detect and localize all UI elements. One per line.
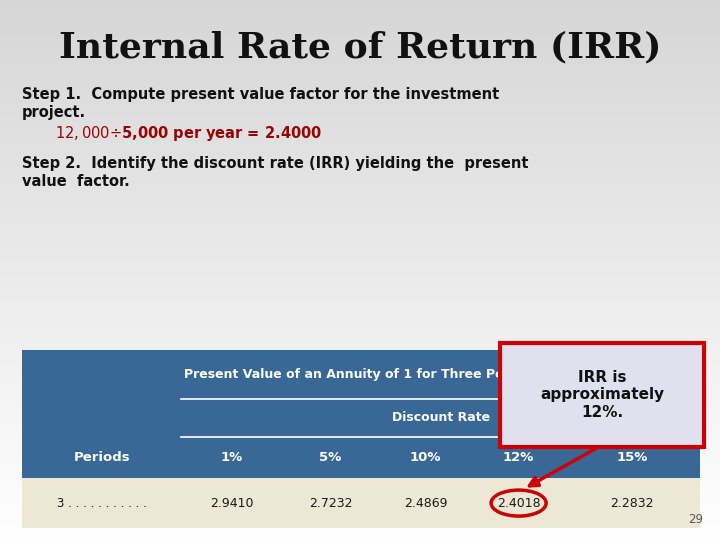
Text: 2.4018: 2.4018 <box>497 497 541 510</box>
Text: IRR is
approximately
12%.: IRR is approximately 12%. <box>540 370 664 420</box>
Text: 12%: 12% <box>503 451 534 464</box>
Text: Step 2.  Identify the discount rate (IRR) yielding the  present: Step 2. Identify the discount rate (IRR)… <box>22 156 528 171</box>
Text: Periods: Periods <box>73 451 130 464</box>
Bar <box>22 350 700 478</box>
FancyBboxPatch shape <box>500 343 704 447</box>
Text: 5%: 5% <box>320 451 341 464</box>
Text: 2.2832: 2.2832 <box>611 497 654 510</box>
Text: 3 . . . . . . . . . . .: 3 . . . . . . . . . . . <box>57 497 147 510</box>
Text: 1%: 1% <box>221 451 243 464</box>
Text: 29: 29 <box>688 513 703 526</box>
Text: 2.9410: 2.9410 <box>210 497 254 510</box>
Text: Internal Rate of Return (IRR): Internal Rate of Return (IRR) <box>59 30 661 64</box>
Text: Step 1.  Compute present value factor for the investment: Step 1. Compute present value factor for… <box>22 87 499 102</box>
Text: 15%: 15% <box>616 451 648 464</box>
Text: 2.4869: 2.4869 <box>404 497 447 510</box>
Text: 2.7232: 2.7232 <box>309 497 352 510</box>
Text: Discount Rate: Discount Rate <box>392 411 490 424</box>
Text: project.: project. <box>22 105 86 120</box>
Bar <box>22 478 700 528</box>
Text: value  factor.: value factor. <box>22 174 130 189</box>
Text: 10%: 10% <box>410 451 441 464</box>
Text: $12,000 ÷ $5,000 per year = 2.4000: $12,000 ÷ $5,000 per year = 2.4000 <box>55 124 322 143</box>
Text: Present Value of an Annuity of 1 for Three Periods: Present Value of an Annuity of 1 for Thr… <box>184 368 539 381</box>
